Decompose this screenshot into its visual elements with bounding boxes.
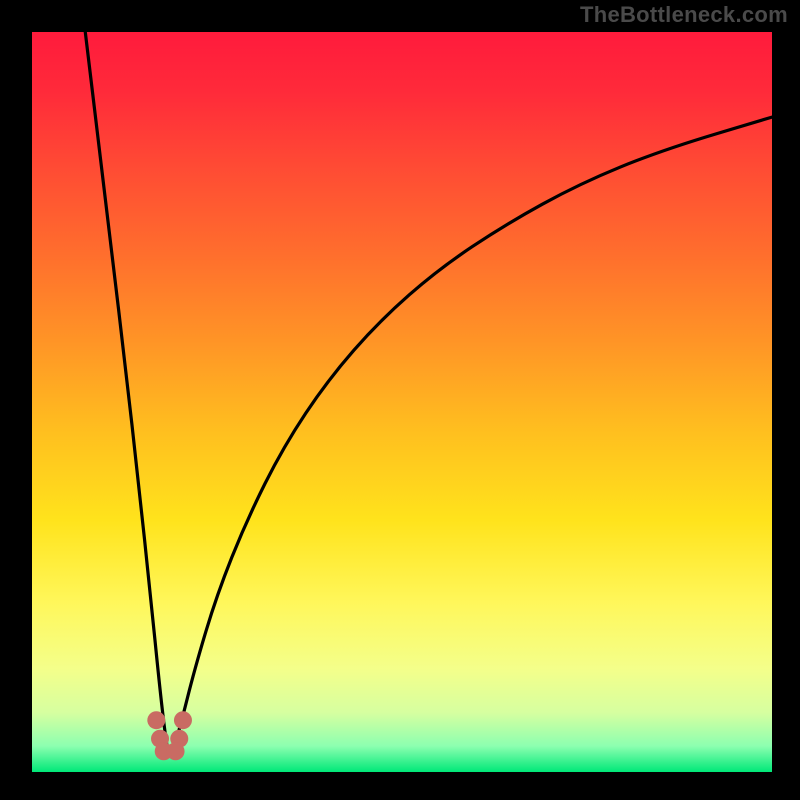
- highlight-dot: [147, 711, 165, 729]
- chart-gradient-background: [32, 32, 772, 772]
- watermark-text: TheBottleneck.com: [580, 2, 788, 28]
- bottleneck-chart: [0, 0, 800, 800]
- highlight-dot: [174, 711, 192, 729]
- highlight-dot: [167, 742, 185, 760]
